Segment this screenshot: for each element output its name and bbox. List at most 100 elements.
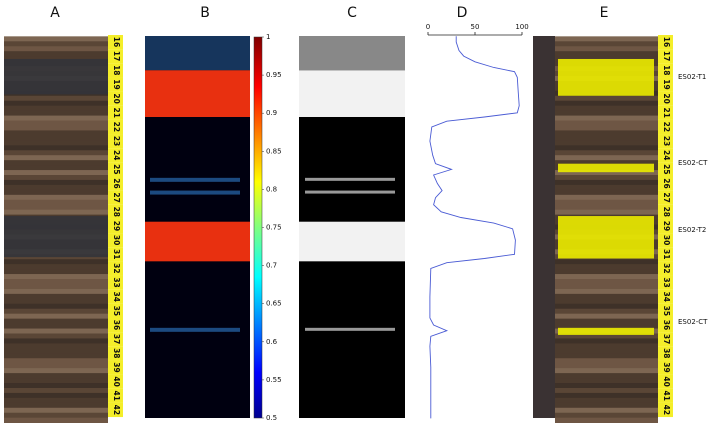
core-stripe <box>555 264 658 270</box>
ruler-label: 22 <box>112 122 121 132</box>
core-name: ES02-CT2 <box>678 318 708 326</box>
ruler-cell <box>108 289 123 304</box>
ruler-cell <box>108 346 123 361</box>
ruler-cell <box>108 318 123 333</box>
core-stripe <box>555 363 658 369</box>
core-stripe <box>4 407 108 414</box>
core-stripe <box>555 407 658 414</box>
colorbar-label: 0.9 <box>266 109 277 117</box>
ruler-cell <box>108 63 123 78</box>
ruler-cell <box>658 289 673 304</box>
ruler-cell <box>108 105 123 120</box>
ruler-label: 35 <box>662 306 671 316</box>
core-stripe <box>555 308 658 315</box>
core-stripe <box>555 105 658 112</box>
ruler-label: 16 <box>662 37 671 47</box>
x-tick-label: 50 <box>471 23 480 31</box>
binary-high <box>299 221 405 262</box>
ruler-label: 27 <box>662 192 671 202</box>
core-stripe <box>4 125 108 131</box>
core-stripe <box>555 368 658 374</box>
ruler-cell <box>108 261 123 276</box>
core-stripe <box>555 140 658 146</box>
core-stripe <box>4 41 108 47</box>
core-stripe <box>4 412 108 419</box>
binary-high <box>299 70 405 117</box>
ruler-label: 16 <box>112 37 121 47</box>
ruler-label: 23 <box>662 136 671 146</box>
colorbar-label: 0.65 <box>266 300 282 308</box>
panel-label: B <box>200 5 210 21</box>
ruler-label: 32 <box>112 263 121 273</box>
core-stripe <box>4 189 108 196</box>
ruler-label: 42 <box>662 405 671 415</box>
core-stripe <box>555 402 658 409</box>
ruler-cell <box>108 374 123 389</box>
ruler-label: 20 <box>662 93 671 103</box>
core-stripe <box>4 264 108 270</box>
core-stripe <box>4 283 108 290</box>
core-stripe <box>555 209 658 216</box>
ruler-cell <box>108 148 123 163</box>
core-stripe <box>555 313 658 320</box>
core-stripe <box>555 259 658 265</box>
core-stripe <box>4 293 108 300</box>
ruler-cell <box>658 275 673 290</box>
tephra-layer <box>4 58 108 95</box>
core-stripe <box>4 115 108 122</box>
panel-label: E <box>600 5 609 21</box>
core-stripe <box>555 160 658 166</box>
ruler-label: 42 <box>112 405 121 415</box>
core-stripe <box>4 184 108 191</box>
core-stripe <box>555 135 658 141</box>
panel-label: A <box>50 5 60 21</box>
ruler-label: 40 <box>112 376 121 386</box>
ruler-cell <box>658 134 673 149</box>
core-stripe <box>555 46 658 52</box>
core-stripe <box>555 333 658 339</box>
ruler-cell <box>658 261 673 276</box>
colorbar-label: 1 <box>266 33 270 41</box>
ruler-cell <box>658 346 673 361</box>
core-stripe <box>4 140 108 146</box>
ruler-label: 41 <box>112 391 121 401</box>
ruler-label: 35 <box>112 306 121 316</box>
ruler-cell <box>658 91 673 106</box>
core-stripe <box>555 115 658 122</box>
ruler-label: 29 <box>112 221 121 231</box>
core-stripe <box>555 298 658 305</box>
core-stripe <box>555 293 658 300</box>
core-stripe <box>4 110 108 117</box>
ruler-label: 33 <box>662 277 671 287</box>
ruler-label: 18 <box>112 65 121 75</box>
ruler-label: 18 <box>662 65 671 75</box>
ruler-cell <box>108 49 123 64</box>
core-stripe <box>4 358 108 364</box>
ruler-label: 34 <box>662 291 671 301</box>
binary-streak <box>305 190 395 194</box>
ruler-cell <box>658 360 673 375</box>
ruler-cell <box>108 233 123 248</box>
ruler-cell <box>658 119 673 135</box>
ruler-cell <box>108 247 123 262</box>
core-stripe <box>4 160 108 166</box>
ruler-label: 40 <box>662 376 671 386</box>
core-name: ES02-T2 <box>678 226 706 234</box>
ruler-label: 33 <box>112 277 121 287</box>
ruler-cell <box>108 134 123 149</box>
colorbar-label: 0.75 <box>266 224 282 232</box>
core-stripe <box>4 343 108 349</box>
ruler-cell <box>658 218 673 234</box>
map-high <box>145 70 250 117</box>
ruler-label: 32 <box>662 263 671 273</box>
ruler-cell <box>108 218 123 234</box>
ruler-cell <box>108 77 123 92</box>
core-stripe <box>4 175 108 181</box>
core-stripe <box>4 199 108 206</box>
core-stripe <box>4 368 108 374</box>
core-stripe <box>4 288 108 295</box>
core-stripe <box>4 120 108 126</box>
ruler-label: 30 <box>112 235 121 245</box>
colorbar-label: 0.55 <box>266 376 282 384</box>
map-streak <box>150 190 240 195</box>
